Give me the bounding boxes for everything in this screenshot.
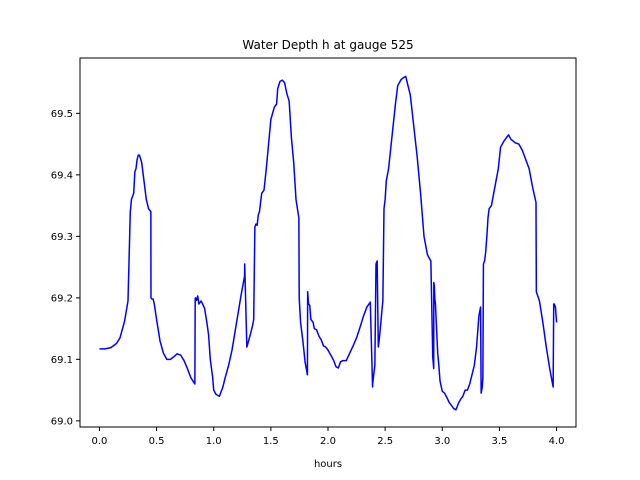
plot-area	[99, 75, 558, 411]
x-tick-label: 2.0	[320, 436, 336, 447]
y-tick-label: 69.4	[51, 170, 73, 181]
x-tick-label: 2.5	[377, 436, 393, 447]
x-ticks: 0.0 0.5 1.0 1.5 2.0 2.5 3.0 3.5 4.0	[91, 427, 565, 447]
x-tick-label: 1.5	[263, 436, 279, 447]
series-line	[99, 75, 558, 411]
x-tick-label: 4.0	[549, 436, 565, 447]
y-tick-label: 69.2	[51, 293, 73, 304]
x-tick-label: 0.0	[91, 436, 107, 447]
x-tick-label: 1.0	[206, 436, 222, 447]
chart-title: Water Depth h at gauge 525	[242, 38, 413, 52]
y-ticks: 69.0 69.1 69.2 69.3 69.4 69.5	[51, 109, 80, 427]
y-tick-label: 69.3	[51, 232, 73, 243]
y-tick-label: 69.5	[51, 109, 73, 120]
x-tick-label: 3.0	[434, 436, 450, 447]
y-tick-label: 69.0	[51, 416, 73, 427]
x-axis-label: hours	[314, 459, 342, 470]
x-tick-label: 3.5	[491, 436, 507, 447]
x-tick-label: 0.5	[149, 436, 165, 447]
y-tick-label: 69.1	[51, 355, 73, 366]
